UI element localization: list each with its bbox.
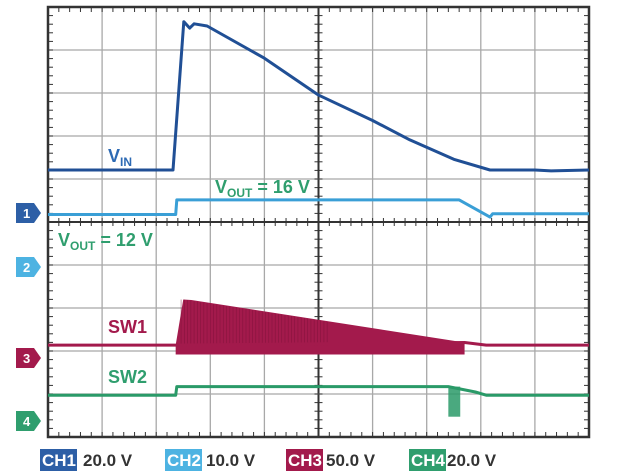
ch2-label: CH2: [167, 451, 201, 470]
ch3-ground-marker: [16, 348, 41, 368]
label-sw1: SW1: [108, 317, 147, 337]
channel-ground-markers: 1 2 3 4: [16, 203, 41, 431]
label-vout-16v: VOUT = 16 V: [215, 177, 310, 200]
ch3-badge: [286, 449, 323, 471]
ch4-marker-number: 4: [23, 414, 31, 429]
ch2-marker-number: 2: [23, 260, 30, 275]
ch1-ground-marker: [16, 203, 41, 223]
sw1-switching-burst: [175, 299, 465, 355]
label-vout-12v: VOUT = 12 V: [58, 230, 153, 253]
ch1-badge: [40, 449, 77, 471]
trace-sw2: [48, 385, 589, 397]
ch4-label: CH4: [411, 451, 446, 470]
ch2-scale: 10.0 V: [206, 451, 256, 470]
ch3-label: CH3: [288, 451, 322, 470]
ch1-label: CH1: [42, 451, 76, 470]
trace-vout: [48, 198, 589, 219]
ch4-scale: 20.0 V: [447, 451, 497, 470]
trace-sw1: [48, 341, 589, 347]
channel-scale-bar: CH1 20.0 V CH2 10.0 V CH3 50.0 V CH4 20.…: [40, 449, 497, 471]
trace-vin: [48, 20, 590, 173]
label-sw2: SW2: [108, 367, 147, 387]
ch1-scale: 20.0 V: [83, 451, 133, 470]
sw2-pulse-burst: [448, 386, 461, 417]
ch4-badge: [409, 449, 446, 471]
ch1-marker-number: 1: [23, 206, 30, 221]
label-vin: VIN: [108, 146, 132, 169]
ch2-ground-marker: [16, 257, 41, 277]
ch4-ground-marker: [16, 411, 41, 431]
ch3-marker-number: 3: [23, 351, 30, 366]
ch2-badge: [165, 449, 202, 471]
traces: [48, 20, 590, 417]
ch3-scale: 50.0 V: [326, 451, 376, 470]
